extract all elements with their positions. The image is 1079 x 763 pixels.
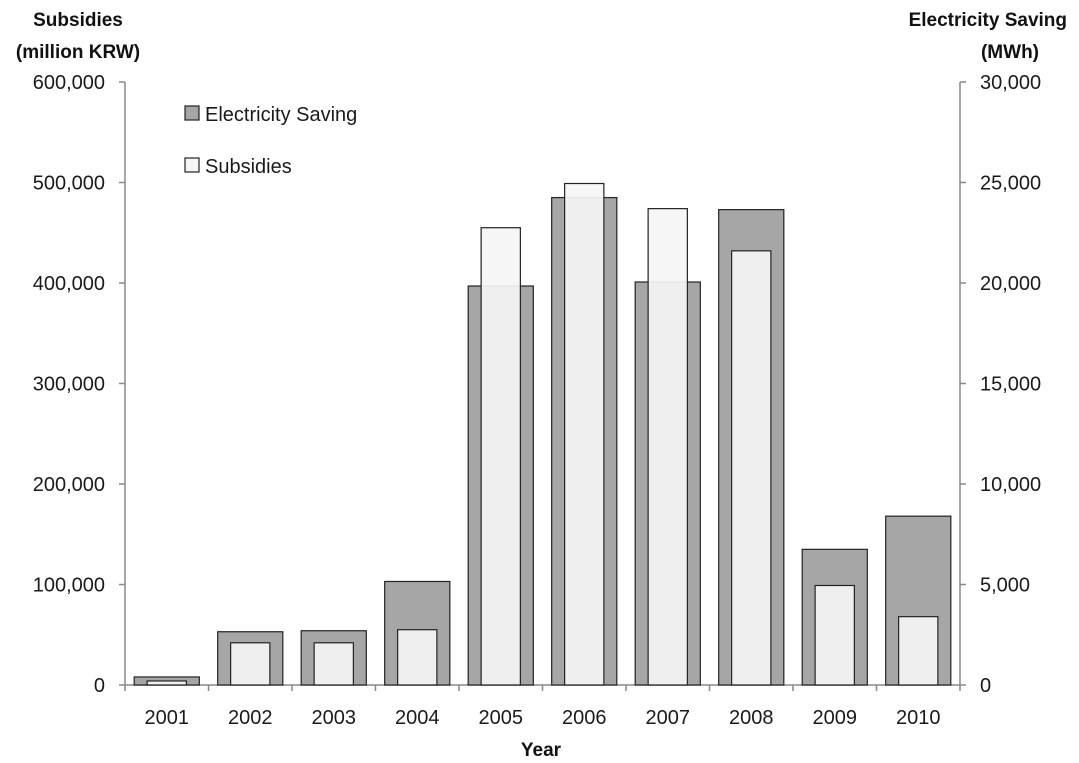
subsidies-bar bbox=[480, 227, 521, 686]
subsidies-bar bbox=[146, 680, 187, 686]
x-tick-label: 2009 bbox=[813, 707, 858, 729]
legend-electricity-saving-label: Electricity Saving bbox=[205, 104, 357, 126]
right-tick-label: 25,000 bbox=[980, 173, 1041, 195]
left-tick-label: 600,000 bbox=[33, 72, 105, 94]
left-tick-label: 400,000 bbox=[33, 273, 105, 295]
subsidies-bar bbox=[564, 182, 605, 686]
left-tick-label: 0 bbox=[94, 675, 105, 697]
subsidies-bar bbox=[898, 616, 939, 686]
left-tick-label: 500,000 bbox=[33, 173, 105, 195]
right-axis-title-line1: Electricity Saving bbox=[909, 10, 1067, 31]
legend-subsidies-label: Subsidies bbox=[205, 156, 292, 178]
subsidies-bar bbox=[731, 250, 772, 686]
subsidies-bar bbox=[230, 642, 271, 686]
right-tick-label: 5,000 bbox=[980, 575, 1030, 597]
x-axis-title: Year bbox=[521, 740, 562, 761]
right-tick-label: 10,000 bbox=[980, 474, 1041, 496]
subsidies-bar bbox=[647, 208, 688, 686]
right-axis-title-line2: (MWh) bbox=[981, 42, 1039, 63]
x-tick-label: 2004 bbox=[395, 707, 440, 729]
left-tick-label: 200,000 bbox=[33, 474, 105, 496]
legend-subsidies-swatch bbox=[184, 157, 200, 173]
x-tick-label: 2002 bbox=[228, 707, 273, 729]
x-tick-label: 2008 bbox=[729, 707, 774, 729]
x-tick-label: 2005 bbox=[479, 707, 524, 729]
left-tick-label: 300,000 bbox=[33, 374, 105, 396]
legend: Electricity Saving Subsidies bbox=[184, 104, 357, 178]
legend-electricity-saving-swatch bbox=[184, 105, 200, 121]
subsidies-bar bbox=[313, 642, 354, 686]
left-axis-title-line2: (million KRW) bbox=[16, 42, 140, 63]
subsidies-bar bbox=[814, 584, 855, 686]
subsidies-bar bbox=[397, 629, 438, 686]
left-axis-title-line1: Subsidies bbox=[33, 10, 123, 31]
right-tick-label: 15,000 bbox=[980, 374, 1041, 396]
right-tick-label: 0 bbox=[980, 675, 991, 697]
left-tick-label: 100,000 bbox=[33, 575, 105, 597]
bars-layer bbox=[133, 182, 952, 686]
right-tick-label: 20,000 bbox=[980, 273, 1041, 295]
x-tick-label: 2006 bbox=[562, 707, 607, 729]
x-tick-label: 2001 bbox=[145, 707, 190, 729]
x-tick-label: 2003 bbox=[312, 707, 357, 729]
right-tick-label: 30,000 bbox=[980, 72, 1041, 94]
ticks-layer: 0 100,000 200,000 300,000 400,000 500,000 600,… bbox=[33, 72, 1041, 729]
x-tick-label: 2007 bbox=[646, 707, 691, 729]
x-tick-label: 2010 bbox=[896, 707, 941, 729]
